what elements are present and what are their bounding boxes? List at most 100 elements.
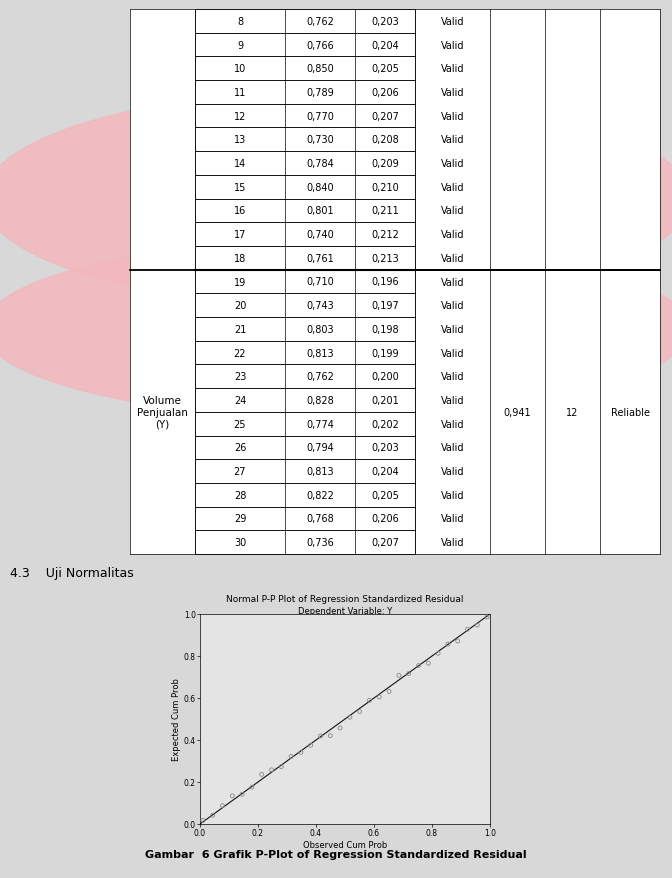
Y-axis label: Expected Cum Prob: Expected Cum Prob <box>172 678 181 760</box>
Text: 0,197: 0,197 <box>371 301 399 311</box>
Text: Normal P-P Plot of Regression Standardized Residual: Normal P-P Plot of Regression Standardiz… <box>226 594 464 604</box>
Text: 9: 9 <box>237 40 243 51</box>
Text: 0,822: 0,822 <box>306 490 334 500</box>
Text: 25: 25 <box>234 419 246 429</box>
Point <box>413 658 424 673</box>
Point <box>433 646 444 660</box>
Text: 0,710: 0,710 <box>306 277 334 287</box>
Point <box>472 618 482 632</box>
Text: Valid: Valid <box>441 277 464 287</box>
Text: Valid: Valid <box>441 17 464 27</box>
Text: 0,202: 0,202 <box>371 419 399 429</box>
Text: 10: 10 <box>234 64 246 74</box>
Text: 29: 29 <box>234 514 246 524</box>
Text: Valid: Valid <box>441 537 464 548</box>
Point <box>384 685 394 699</box>
Ellipse shape <box>0 241 672 418</box>
Text: Valid: Valid <box>441 88 464 97</box>
Text: Valid: Valid <box>441 349 464 358</box>
Point <box>286 750 296 764</box>
Text: 8: 8 <box>237 17 243 27</box>
Text: Valid: Valid <box>441 206 464 216</box>
Text: 0,794: 0,794 <box>306 443 334 453</box>
Text: 0,789: 0,789 <box>306 88 334 97</box>
Text: 0,840: 0,840 <box>306 183 334 192</box>
Text: Gambar  6 Grafik P-Plot of Regression Standardized Residual: Gambar 6 Grafik P-Plot of Regression Sta… <box>145 849 527 859</box>
Point <box>227 788 238 802</box>
Text: Valid: Valid <box>441 159 464 169</box>
Text: 0,209: 0,209 <box>371 159 399 169</box>
Point <box>315 729 326 743</box>
Text: Valid: Valid <box>441 64 464 74</box>
Text: 13: 13 <box>234 135 246 145</box>
Text: 15: 15 <box>234 183 246 192</box>
Ellipse shape <box>0 91 672 307</box>
Text: 0,768: 0,768 <box>306 514 334 524</box>
Text: Valid: Valid <box>441 372 464 382</box>
Text: 0,850: 0,850 <box>306 64 334 74</box>
Text: 0,761: 0,761 <box>306 254 334 263</box>
Text: Valid: Valid <box>441 301 464 311</box>
Text: 0,803: 0,803 <box>306 325 334 335</box>
Text: 27: 27 <box>234 466 246 477</box>
Text: 0,801: 0,801 <box>306 206 334 216</box>
Bar <box>415 10 660 554</box>
Text: Valid: Valid <box>441 443 464 453</box>
Text: Reliable: Reliable <box>610 407 650 417</box>
Text: Valid: Valid <box>441 230 464 240</box>
Point <box>276 759 287 774</box>
Text: 0,207: 0,207 <box>371 537 399 548</box>
Text: 0,203: 0,203 <box>371 443 399 453</box>
Text: Valid: Valid <box>441 490 464 500</box>
Point <box>462 623 473 637</box>
Point <box>374 690 384 704</box>
Text: 0,774: 0,774 <box>306 419 334 429</box>
Text: 12: 12 <box>234 112 246 121</box>
Point <box>364 694 375 708</box>
Text: 19: 19 <box>234 277 246 287</box>
Text: 0,730: 0,730 <box>306 135 334 145</box>
Text: 0,766: 0,766 <box>306 40 334 51</box>
Text: 12: 12 <box>566 407 579 417</box>
Point <box>198 813 208 827</box>
Text: 0,941: 0,941 <box>504 407 532 417</box>
Text: 0,211: 0,211 <box>371 206 399 216</box>
Point <box>266 763 277 777</box>
Point <box>443 637 454 651</box>
Point <box>423 657 433 671</box>
Text: Valid: Valid <box>441 466 464 477</box>
Point <box>354 705 365 719</box>
Text: 0,210: 0,210 <box>371 183 399 192</box>
Point <box>335 721 345 735</box>
Point <box>296 745 306 759</box>
Text: 0,198: 0,198 <box>371 325 398 335</box>
Text: 0,200: 0,200 <box>371 372 399 382</box>
Text: 0,199: 0,199 <box>371 349 398 358</box>
Text: Valid: Valid <box>441 514 464 524</box>
Text: 0,828: 0,828 <box>306 395 334 406</box>
Text: Dependent Variable: Y: Dependent Variable: Y <box>298 607 392 615</box>
Text: 0,736: 0,736 <box>306 537 334 548</box>
Point <box>217 799 228 813</box>
Text: Valid: Valid <box>441 254 464 263</box>
Text: 0,206: 0,206 <box>371 88 399 97</box>
Text: 30: 30 <box>234 537 246 548</box>
Text: 0,740: 0,740 <box>306 230 334 240</box>
Point <box>394 668 405 682</box>
Text: 0,208: 0,208 <box>371 135 399 145</box>
Text: 4.3    Uji Normalitas: 4.3 Uji Normalitas <box>10 565 134 579</box>
Text: 0,743: 0,743 <box>306 301 334 311</box>
Text: 0,206: 0,206 <box>371 514 399 524</box>
Text: Valid: Valid <box>441 395 464 406</box>
Point <box>345 710 355 724</box>
Text: Volume
Penjualan
(Y): Volume Penjualan (Y) <box>137 396 188 429</box>
Text: 11: 11 <box>234 88 246 97</box>
Text: 21: 21 <box>234 325 246 335</box>
Point <box>403 666 414 680</box>
Text: 0,205: 0,205 <box>371 490 399 500</box>
Text: 26: 26 <box>234 443 246 453</box>
Text: 22: 22 <box>234 349 246 358</box>
Text: 24: 24 <box>234 395 246 406</box>
Point <box>247 781 257 795</box>
Text: 0,207: 0,207 <box>371 112 399 121</box>
